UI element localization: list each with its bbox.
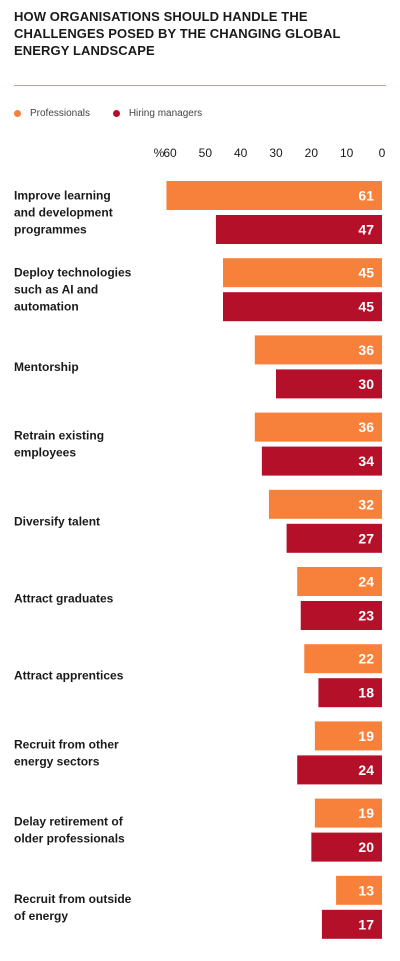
legend-swatch-hiring-managers bbox=[112, 110, 120, 117]
x-tick-label: 50 bbox=[199, 146, 213, 160]
category-label: Delay retirement of older professionals bbox=[14, 815, 125, 846]
data-label-professionals: 36 bbox=[358, 342, 374, 358]
axis-unit-label: % bbox=[154, 146, 165, 160]
data-label-hiring-managers: 17 bbox=[358, 916, 374, 932]
data-label-professionals: 13 bbox=[358, 882, 374, 898]
data-label-hiring-managers: 45 bbox=[358, 299, 374, 315]
category-label: Improve learning and development programme… bbox=[14, 189, 113, 237]
legend-item-professionals: Professionals bbox=[14, 108, 90, 119]
x-tick-label: 10 bbox=[340, 146, 354, 160]
bar-hiring-managers bbox=[286, 523, 382, 553]
bar-professionals bbox=[254, 412, 382, 442]
data-label-professionals: 36 bbox=[358, 419, 374, 435]
x-tick-label: 40 bbox=[234, 146, 248, 160]
legend-label-hiring-managers: Hiring managers bbox=[128, 108, 203, 119]
category-label: Mentorship bbox=[14, 360, 79, 374]
x-tick-label: 20 bbox=[305, 146, 319, 160]
data-label-hiring-managers: 47 bbox=[358, 222, 374, 238]
chart-title: HOW ORGANISATIONS SHOULD HANDLE THE CHAL… bbox=[14, 9, 341, 58]
bar-hiring-managers bbox=[311, 832, 382, 862]
data-label-hiring-managers: 30 bbox=[358, 376, 374, 392]
category-label: Attract graduates bbox=[14, 592, 114, 606]
bar-professionals bbox=[223, 258, 382, 288]
bar-hiring-managers bbox=[318, 678, 382, 708]
bar-professionals bbox=[314, 798, 382, 828]
data-label-professionals: 32 bbox=[358, 496, 374, 512]
bar-professionals bbox=[314, 721, 382, 751]
bar-professionals bbox=[268, 489, 382, 519]
bar-hiring-managers bbox=[215, 215, 382, 244]
data-label-professionals: 45 bbox=[358, 265, 374, 281]
category-label: Attract apprentices bbox=[14, 669, 124, 683]
category-label: Recruit from other energy sectors bbox=[14, 737, 119, 768]
bar-hiring-managers bbox=[223, 292, 382, 322]
legend-swatch-professionals bbox=[14, 110, 21, 117]
category-label: Diversify talent bbox=[14, 514, 100, 528]
data-label-professionals: 61 bbox=[358, 188, 374, 204]
category-label: Deploy technologies such as AI and automat… bbox=[14, 266, 132, 314]
data-label-hiring-managers: 34 bbox=[358, 453, 374, 469]
category-label: Retrain existing employees bbox=[14, 429, 104, 460]
data-label-hiring-managers: 23 bbox=[358, 608, 374, 624]
x-tick-label: 60 bbox=[163, 146, 177, 160]
data-label-hiring-managers: 27 bbox=[358, 530, 374, 546]
x-tick-label: 30 bbox=[269, 146, 283, 160]
data-label-hiring-managers: 18 bbox=[358, 685, 374, 701]
data-label-professionals: 22 bbox=[358, 651, 374, 667]
data-label-hiring-managers: 24 bbox=[358, 762, 374, 778]
bar-hiring-managers bbox=[276, 369, 382, 399]
bar-hiring-managers bbox=[300, 601, 382, 630]
bar-hiring-managers bbox=[321, 909, 382, 939]
bar-professionals bbox=[297, 567, 382, 596]
bar-professionals bbox=[304, 644, 382, 674]
data-label-professionals: 24 bbox=[358, 574, 374, 590]
legend-label-professionals: Professionals bbox=[30, 108, 91, 119]
bar-professionals bbox=[336, 875, 382, 905]
title-divider bbox=[14, 85, 386, 86]
data-label-professionals: 19 bbox=[358, 805, 374, 821]
legend-item-hiring-managers: Hiring managers bbox=[112, 108, 203, 119]
data-label-hiring-managers: 20 bbox=[358, 839, 374, 855]
legend: Professionals Hiring managers bbox=[14, 108, 222, 120]
bar-professionals bbox=[254, 335, 382, 365]
bar-hiring-managers bbox=[261, 446, 382, 476]
category-label: Recruit from outside of energy bbox=[14, 892, 132, 923]
bar-professionals bbox=[166, 181, 382, 210]
x-tick-label: 0 bbox=[379, 146, 386, 160]
bar-hiring-managers bbox=[297, 755, 382, 785]
data-label-professionals: 19 bbox=[358, 728, 374, 744]
